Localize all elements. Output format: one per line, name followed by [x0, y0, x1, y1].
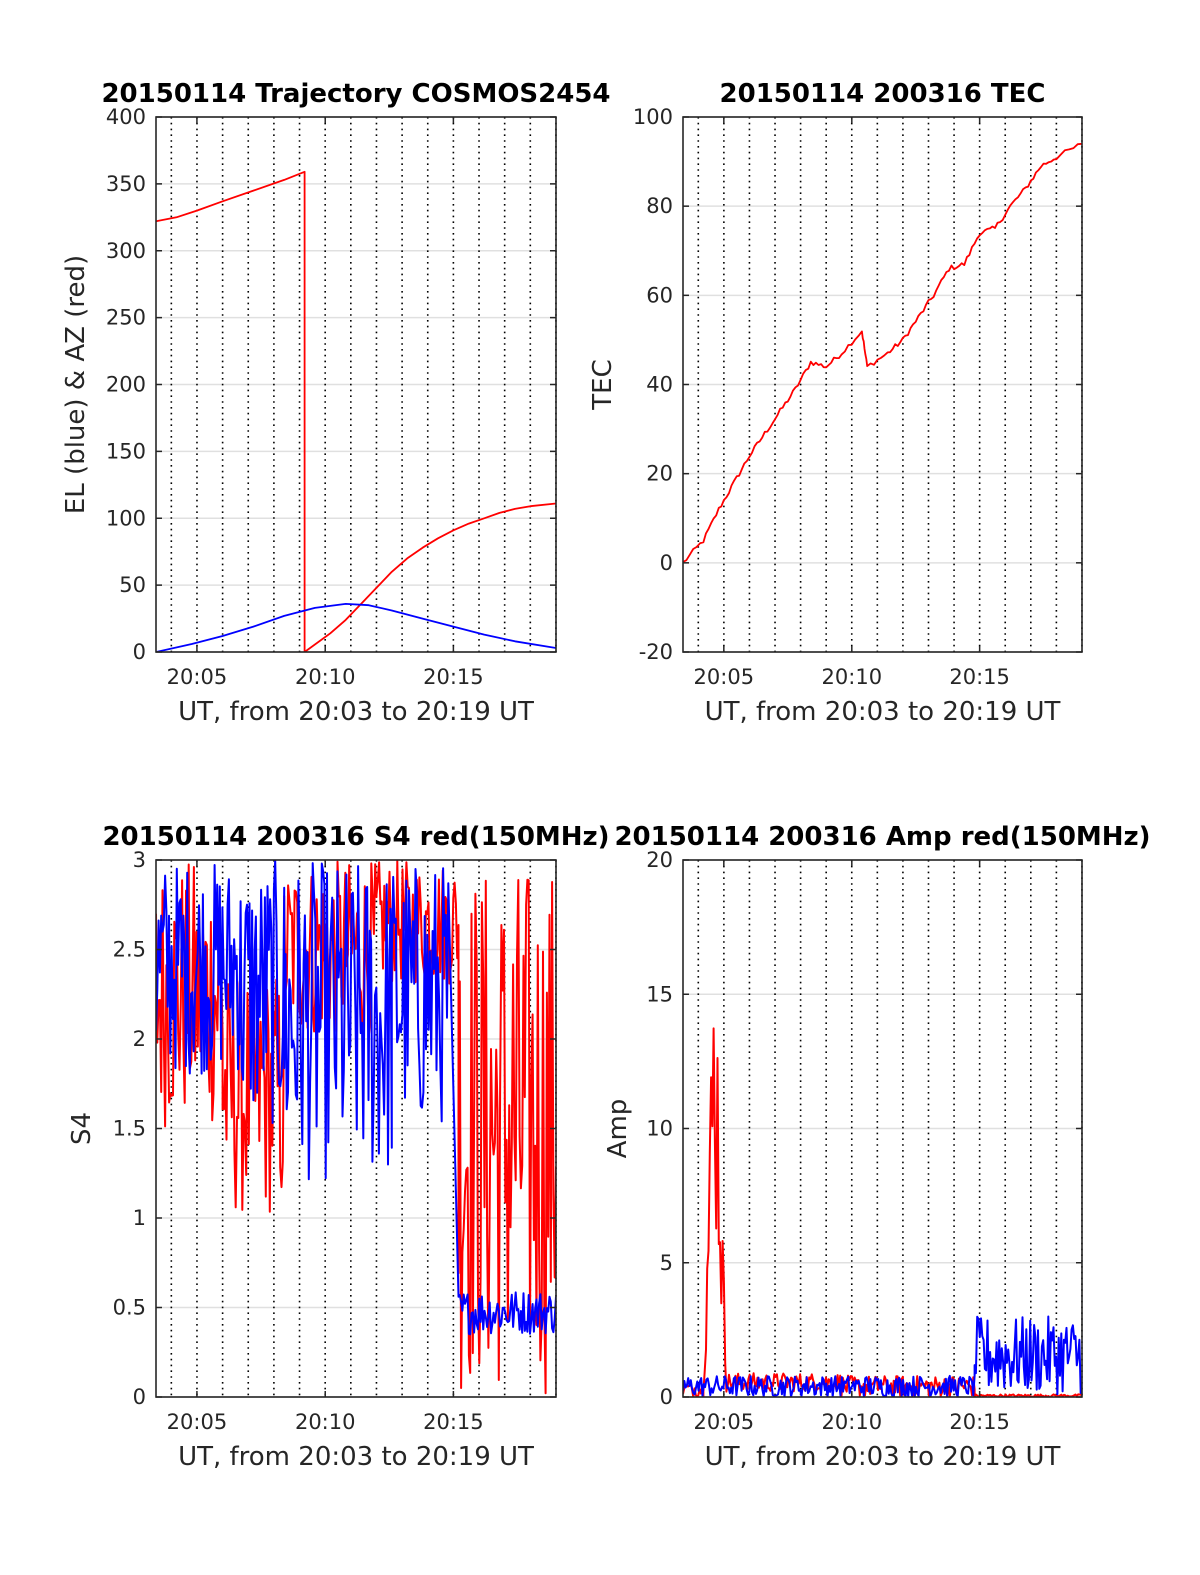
y-tick-label: 0 — [133, 1385, 146, 1409]
x-tick-label: 20:10 — [822, 1410, 883, 1434]
y-tick-label: 2 — [133, 1027, 146, 1051]
x-tick-label: 20:05 — [167, 665, 228, 689]
chart-panel-2: -20 0 20 40 60 80 100 20:05 20:10 20:15 20150114 2… — [588, 79, 1083, 727]
y-tick-label: 200 — [106, 373, 146, 397]
y-tick-label: 400 — [106, 105, 146, 129]
x-tick-label: 20:05 — [167, 1410, 228, 1434]
series-line-2 — [683, 1315, 1082, 1397]
y-tick-label: 10 — [646, 1117, 673, 1141]
y-tick-label: -20 — [639, 640, 673, 664]
y-tick-label: 300 — [106, 239, 146, 263]
series-line-2 — [156, 860, 556, 1336]
x-tick-label: 20:10 — [822, 665, 883, 689]
y-tick-label: 100 — [633, 105, 673, 129]
series-line-1 — [156, 860, 556, 1395]
x-tick-label: 20:10 — [295, 665, 356, 689]
x-axis-label: UT, from 20:03 to 20:19 UT — [705, 697, 1061, 727]
y-axis-label: Amp — [603, 1099, 633, 1159]
y-axis-label: EL (blue) & AZ (red) — [61, 255, 91, 514]
x-tick-label: 20:05 — [694, 1410, 755, 1434]
series-group — [683, 1027, 1082, 1397]
chart-panel-3: 0 0.5 1 1.5 2 2.5 3 20:05 20:10 20:15 20150114 200… — [67, 822, 610, 1472]
y-tick-label: 2.5 — [113, 938, 146, 962]
chart-title: 20150114 Trajectory COSMOS2454 — [101, 79, 610, 109]
y-tick-label: 80 — [646, 194, 673, 218]
y-tick-label: 0 — [133, 640, 146, 664]
x-axis-label: UT, from 20:03 to 20:19 UT — [178, 697, 534, 727]
series-group — [156, 860, 556, 1395]
y-tick-label: 1.5 — [113, 1117, 146, 1141]
chart-title: 20150114 200316 S4 red(150MHz) — [102, 822, 609, 852]
x-tick-label: 20:15 — [423, 1410, 484, 1434]
x-axis-label: UT, from 20:03 to 20:19 UT — [705, 1442, 1061, 1472]
y-tick-label: 1 — [133, 1206, 146, 1230]
series-group — [156, 170, 556, 652]
y-tick-label: 60 — [646, 283, 673, 307]
y-tick-label: 0.5 — [113, 1296, 146, 1320]
series-line-1 — [156, 170, 556, 652]
y-tick-label: 50 — [119, 573, 146, 597]
y-tick-label: 40 — [646, 373, 673, 397]
y-tick-label: 0 — [660, 1385, 673, 1409]
x-tick-label: 20:15 — [949, 1410, 1010, 1434]
chart-panel-4: 0 5 10 15 20 20:05 20:10 20:15 20150114 200316 A… — [603, 822, 1151, 1472]
chart-panel-1: 0 50 100 150 200 250 300 350 400 20:05 20:10 20:15 2… — [61, 79, 611, 727]
y-tick-label: 250 — [106, 306, 146, 330]
y-tick-label: 150 — [106, 439, 146, 463]
x-tick-label: 20:15 — [949, 665, 1010, 689]
series-group — [683, 142, 1082, 563]
y-tick-label: 15 — [646, 982, 673, 1006]
y-tick-label: 350 — [106, 172, 146, 196]
chart-title: 20150114 200316 Amp red(150MHz) — [614, 822, 1150, 852]
chart-title: 20150114 200316 TEC — [720, 79, 1046, 109]
y-axis-label: TEC — [588, 359, 618, 410]
x-tick-label: 20:05 — [694, 665, 755, 689]
y-tick-label: 20 — [646, 462, 673, 486]
x-tick-label: 20:10 — [295, 1410, 356, 1434]
series-line-2 — [156, 603, 556, 652]
y-tick-label: 5 — [660, 1251, 673, 1275]
y-tick-label: 20 — [646, 848, 673, 872]
y-tick-label: 3 — [133, 848, 146, 872]
y-axis-label: S4 — [67, 1112, 97, 1145]
y-tick-label: 100 — [106, 506, 146, 530]
x-axis-label: UT, from 20:03 to 20:19 UT — [178, 1442, 534, 1472]
series-line-1 — [683, 142, 1082, 563]
x-tick-label: 20:15 — [423, 665, 484, 689]
y-tick-label: 0 — [660, 551, 673, 575]
